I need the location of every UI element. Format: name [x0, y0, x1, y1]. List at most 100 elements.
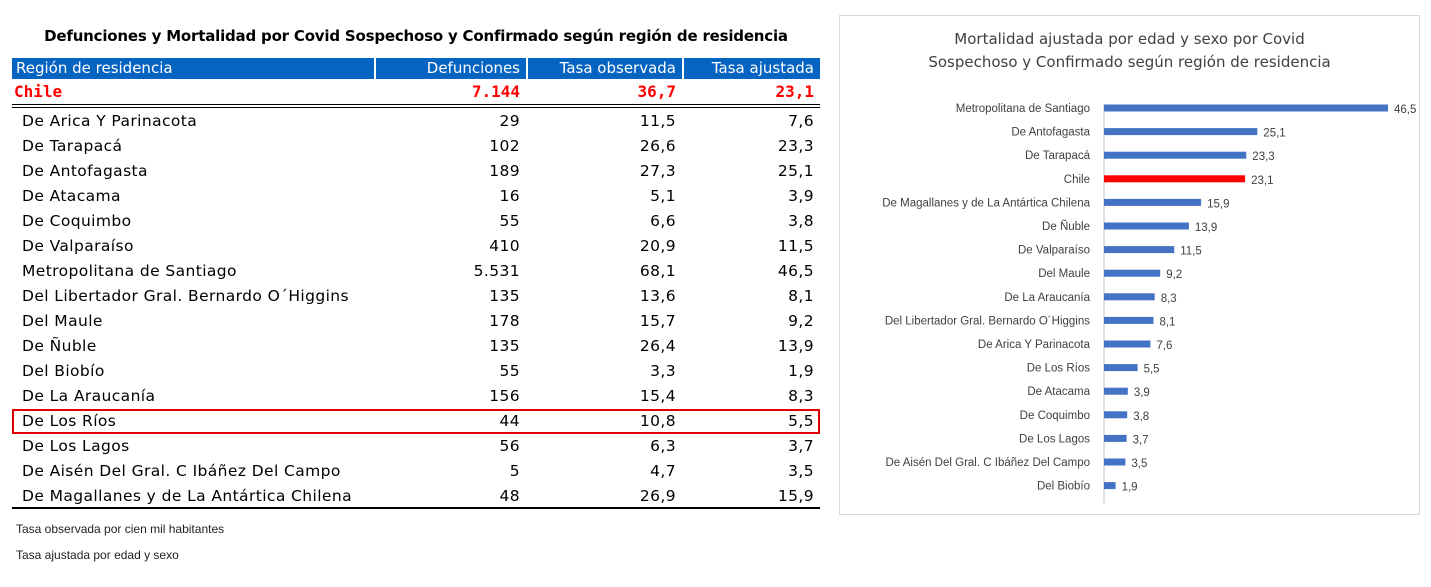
table-row: De Los Lagos 56 6,3 3,7	[12, 434, 820, 459]
cell-defunciones: 5.531	[473, 262, 520, 280]
cell-tasa-observada: 68,1	[639, 262, 676, 280]
cell-defunciones: 5	[509, 462, 520, 480]
value-label: 23,1	[1251, 175, 1273, 187]
chart-plot: Metropolitana de Santiago 46,5 De Antofaga…	[882, 103, 1416, 504]
cell-tasa-observada: 27,3	[639, 162, 676, 180]
cell-defunciones: 135	[489, 287, 520, 305]
table-row: De Los Ríos 44 10,8 5,5	[12, 409, 820, 434]
footnote-tasa-observada: Tasa observada por cien mil habitantes	[16, 522, 225, 536]
mortality-bar-chart: Mortalidad ajustada por edad y sexo por …	[839, 15, 1420, 515]
cell-tasa-observada: 26,9	[639, 487, 676, 505]
cell-defunciones: 56	[499, 437, 520, 455]
cell-region: Metropolitana de Santiago	[22, 262, 237, 280]
table-row: Del Biobío 55 3,3 1,9	[12, 359, 820, 384]
table-row: Metropolitana de Santiago 5.531 68,1 46,5	[12, 259, 820, 284]
table-title: Defunciones y Mortalidad por Covid Sospe…	[44, 27, 788, 45]
cell-region: De Arica Y Parinacota	[22, 112, 198, 130]
category-label: Del Biobío	[1037, 481, 1090, 493]
cell-tasa-observada: 26,4	[639, 337, 676, 355]
cell-tasa-ajustada: 11,5	[777, 237, 814, 255]
total-tasa-observada: 36,7	[637, 82, 676, 101]
bar	[1104, 340, 1151, 348]
total-row-chile: Chile 7.144 36,7 23,1	[12, 79, 820, 108]
cell-defunciones: 48	[499, 487, 520, 505]
cell-tasa-observada: 3,3	[650, 362, 676, 380]
bar	[1104, 411, 1128, 419]
cell-defunciones: 16	[499, 187, 520, 205]
cell-tasa-ajustada: 3,8	[788, 212, 814, 230]
table-row: De La Araucanía 156 15,4 8,3	[12, 384, 820, 409]
value-label: 1,9	[1122, 482, 1138, 494]
cell-defunciones: 102	[489, 137, 520, 155]
category-label: De Arica Y Parinacota	[978, 339, 1091, 351]
category-label: De Tarapacá	[1025, 150, 1091, 162]
category-label: Chile	[1064, 174, 1090, 186]
cell-tasa-observada: 10,8	[639, 412, 676, 430]
cell-tasa-ajustada: 7,6	[788, 112, 814, 130]
category-label: De Magallanes y de La Antártica Chilena	[882, 197, 1090, 209]
bar	[1104, 198, 1202, 206]
table-row: De Atacama 16 5,1 3,9	[12, 184, 820, 209]
table-header-row: Región de residencia Defunciones Tasa ob…	[12, 58, 820, 79]
table-row: Del Libertador Gral. Bernardo O´Higgins 1…	[12, 284, 820, 309]
cell-defunciones: 189	[489, 162, 520, 180]
bar	[1104, 482, 1116, 490]
category-label: De Los Ríos	[1027, 363, 1091, 375]
chart-title-line-2: Sospechoso y Confirmado según región de …	[928, 53, 1331, 71]
cell-tasa-ajustada: 13,9	[777, 337, 814, 355]
cell-region: De Atacama	[22, 187, 121, 205]
table-row: De Valparaíso 410 20,9 11,5	[12, 234, 820, 259]
cell-defunciones: 178	[489, 312, 520, 330]
table-row: De Aisén Del Gral. C Ibáñez Del Campo 5 4,…	[12, 459, 820, 484]
category-label: De Los Lagos	[1019, 433, 1090, 445]
chart-title-line-1: Mortalidad ajustada por edad y sexo por …	[954, 30, 1305, 48]
value-label: 8,1	[1159, 316, 1175, 328]
table-row: De Tarapacá 102 26,6 23,3	[12, 134, 820, 159]
cell-region: De Antofagasta	[22, 162, 148, 180]
cell-tasa-ajustada: 46,5	[777, 262, 814, 280]
cell-tasa-ajustada: 5,5	[788, 412, 814, 430]
cell-region: De Valparaíso	[22, 237, 134, 255]
cell-region: De Tarapacá	[22, 137, 123, 155]
value-label: 3,7	[1133, 434, 1149, 446]
cell-defunciones: 410	[489, 237, 520, 255]
cell-region: Del Maule	[22, 312, 103, 330]
value-label: 15,9	[1207, 198, 1229, 210]
table-row: De Ñuble 135 26,4 13,9	[12, 334, 820, 359]
cell-tasa-ajustada: 25,1	[777, 162, 814, 180]
category-label: Del Libertador Gral. Bernardo O´Higgins	[885, 315, 1090, 327]
bar	[1104, 387, 1128, 395]
cell-region: De Los Lagos	[22, 437, 130, 455]
cell-tasa-observada: 5,1	[650, 187, 676, 205]
cell-tasa-observada: 6,6	[650, 212, 676, 230]
table-row: Del Maule 178 15,7 9,2	[12, 309, 820, 334]
cell-tasa-ajustada: 9,2	[788, 312, 814, 330]
cell-defunciones: 135	[489, 337, 520, 355]
header-defunciones: Defunciones	[374, 58, 526, 79]
table-row: De Magallanes y de La Antártica Chilena 4…	[12, 484, 820, 509]
total-region: Chile	[14, 82, 63, 101]
value-label: 11,5	[1180, 246, 1202, 258]
value-label: 3,5	[1131, 458, 1147, 470]
table-row: De Arica Y Parinacota 29 11,5 7,6	[12, 109, 820, 134]
bar	[1104, 434, 1127, 442]
table-row: De Antofagasta 189 27,3 25,1	[12, 159, 820, 184]
bar	[1104, 458, 1126, 466]
bar	[1104, 293, 1155, 301]
cell-tasa-ajustada: 1,9	[788, 362, 814, 380]
bar	[1104, 364, 1138, 372]
category-label: De Aisén Del Gral. C Ibáñez Del Campo	[885, 457, 1090, 469]
bar	[1104, 269, 1161, 277]
value-label: 5,5	[1144, 364, 1160, 376]
cell-tasa-observada: 15,4	[639, 387, 676, 405]
value-label: 23,3	[1252, 151, 1274, 163]
header-tasa-ajustada: Tasa ajustada	[682, 58, 820, 79]
cell-region: Del Biobío	[22, 362, 105, 380]
cell-tasa-ajustada: 3,7	[788, 437, 814, 455]
category-label: De Antofagasta	[1011, 127, 1090, 139]
bar	[1104, 316, 1154, 324]
cell-tasa-observada: 4,7	[650, 462, 676, 480]
cell-tasa-observada: 6,3	[650, 437, 676, 455]
cell-region: De Ñuble	[22, 337, 97, 355]
table-row: De Coquimbo 55 6,6 3,8	[12, 209, 820, 234]
